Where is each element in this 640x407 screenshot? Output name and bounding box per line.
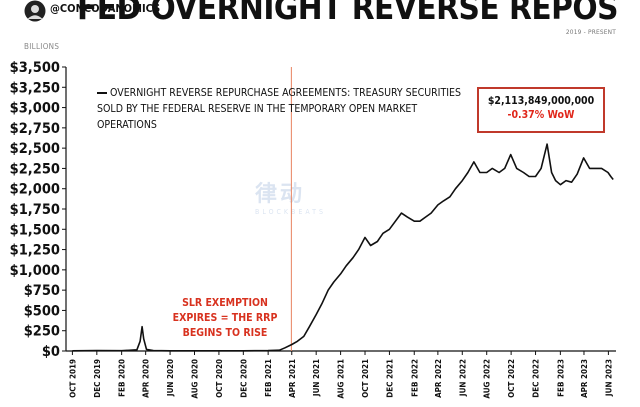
y-tick-label: $3,250 (10, 80, 60, 96)
x-tick-label: APR 2023 (580, 359, 589, 398)
x-tick-label: JUN 2020 (166, 359, 175, 397)
weekly-change: -0.37% WoW (507, 109, 575, 121)
x-tick-label: FEB 2021 (264, 359, 273, 397)
x-tick-label: JUN 2023 (604, 359, 613, 397)
annotation-line-2: EXPIRES = THE RRP (172, 312, 278, 324)
watermark-sub: BLOCKBEATS (255, 208, 326, 216)
x-tick-label: DEC 2019 (93, 359, 102, 398)
x-tick-label: APR 2021 (288, 359, 297, 398)
x-tick-label: OCT 2020 (215, 359, 224, 398)
y-tick-label: $1,750 (10, 202, 60, 218)
watermark-name: 律动 (255, 182, 306, 207)
avatar (24, 0, 46, 22)
x-tick-label: APR 2022 (434, 359, 443, 398)
x-tick-label: FEB 2023 (556, 359, 565, 397)
watermark-logo: 律动 BLOCKBEATS (255, 176, 326, 216)
x-tick-label: AUG 2021 (337, 359, 346, 399)
x-tick-label: OCT 2022 (507, 359, 516, 398)
x-tick-label: FEB 2020 (118, 359, 127, 397)
x-tick-label: DEC 2022 (532, 359, 541, 398)
x-tick-label: OCT 2019 (68, 359, 77, 398)
annotation-line-1: SLR EXEMPTION (182, 297, 268, 309)
x-tick-label: FEB 2022 (410, 359, 419, 397)
slr-annotation: SLR EXEMPTION EXPIRES = THE RRP BEGINS T… (155, 296, 295, 341)
y-tick-label: $0 (42, 344, 60, 360)
y-tick-label: $1,500 (10, 222, 60, 238)
y-tick-label: $750 (24, 283, 60, 299)
x-tick-label: APR 2020 (142, 359, 151, 398)
x-tick-label: DEC 2021 (385, 359, 394, 398)
annotation-line-3: BEGINS TO RISE (182, 327, 268, 339)
x-tick-label: OCT 2021 (361, 359, 370, 398)
latest-value-box: $2,113,849,000,000 -0.37% WoW (477, 87, 605, 133)
y-tick-label: $250 (24, 324, 60, 340)
account-handle: @CONCODANOMICS (50, 2, 161, 15)
legend-label: OVERNIGHT REVERSE REPURCHASE AGREEMENTS:… (97, 87, 461, 131)
y-tick-label: $3,000 (10, 101, 60, 117)
y-tick-label: $500 (24, 303, 60, 319)
y-tick-label: $2,250 (10, 161, 60, 177)
y-tick-label: $3,500 (10, 60, 60, 76)
y-tick-label: $1,250 (10, 243, 60, 259)
series-line-rrp (72, 143, 614, 352)
x-tick-label: AUG 2020 (190, 359, 199, 399)
chart-title: FED OVERNIGHT REVERSE REPOS (76, 0, 619, 27)
y-unit-label: BILLIONS (24, 42, 60, 51)
x-tick-label: AUG 2022 (483, 359, 492, 399)
chart-subtitle: 2019 - PRESENT (565, 28, 616, 36)
y-tick-label: $1,000 (10, 263, 60, 279)
latest-value: $2,113,849,000,000 (487, 95, 595, 107)
legend: OVERNIGHT REVERSE REPURCHASE AGREEMENTS:… (97, 85, 467, 133)
x-tick-label: DEC 2020 (239, 359, 248, 398)
y-tick-label: $2,750 (10, 121, 60, 137)
x-tick-label: JUN 2021 (312, 359, 321, 397)
y-tick-label: $2,500 (10, 141, 60, 157)
y-tick-label: $2,000 (10, 182, 60, 198)
legend-swatch (97, 92, 107, 94)
x-tick-label: JUN 2022 (458, 359, 467, 397)
